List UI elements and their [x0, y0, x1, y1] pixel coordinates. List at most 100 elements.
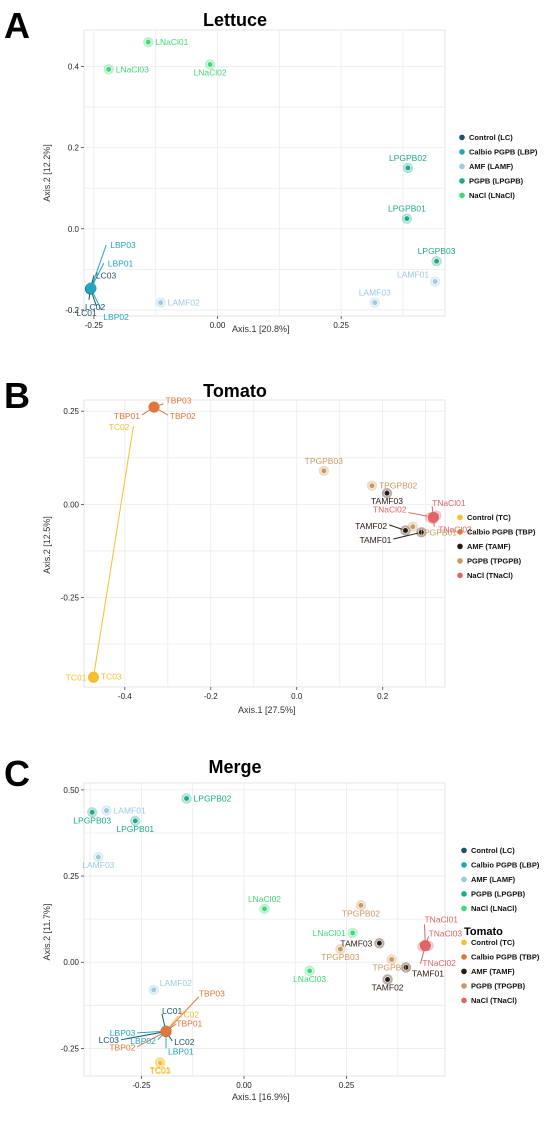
x-tick-label: -0.25 — [132, 1081, 151, 1090]
point-label: LBP02 — [103, 312, 129, 322]
legend-label: Calbio PGPB (LBP) — [471, 861, 540, 870]
series-amf-tamf — [374, 938, 412, 985]
point-label: LPGPB02 — [389, 153, 427, 163]
point-label: LNaCl01 — [155, 37, 188, 47]
legend-label: Calbio PGPB (LBP) — [469, 148, 538, 157]
plot-area — [83, 399, 446, 688]
legend-swatch — [461, 847, 467, 854]
y-axis-label: Axis.2 [11.7%] — [42, 904, 52, 961]
y-axis-label: Axis.2 [12.2%] — [42, 144, 52, 202]
point-label: TPGPB01 — [373, 962, 412, 972]
group-centroid — [419, 940, 431, 952]
point-label: TNaCl03 — [438, 525, 472, 535]
point-label: LPGPB01 — [388, 204, 426, 214]
point-label: LNaCl02 — [194, 67, 227, 77]
data-point — [418, 529, 425, 536]
y-tick-label: 0.4 — [68, 63, 80, 72]
point-label: TBP03 — [199, 989, 225, 999]
point-label: TNaCl01 — [424, 914, 458, 924]
point-label: LPGPB02 — [194, 794, 232, 804]
panel-label-C: C — [4, 753, 30, 794]
point-label: LAMF03 — [359, 288, 391, 298]
x-tick-label: 0.0 — [291, 692, 303, 701]
x-axis-label: Axis.1 [27.5%] — [238, 705, 296, 715]
point-label: TC03 — [101, 672, 122, 682]
point-label: TPGPB03 — [305, 456, 344, 466]
data-point — [388, 956, 395, 963]
series-nacl-lnacl — [259, 903, 358, 977]
point-label: TPGPB01 — [419, 528, 458, 538]
group-centroid — [87, 671, 99, 683]
data-point — [383, 490, 391, 497]
legend-label: AMF (TAMF) — [471, 967, 515, 976]
data-point — [384, 976, 391, 983]
legend-swatch — [457, 529, 463, 535]
series-pgpb-lpgpb — [87, 793, 192, 827]
label-connector — [90, 244, 107, 289]
point-label: TC03 — [150, 1066, 171, 1076]
data-point — [368, 482, 376, 489]
point-label: LC03 — [96, 270, 117, 280]
data-point — [320, 467, 327, 474]
point-label: TNaCl02 — [422, 958, 456, 968]
point-label: TNaCl02 — [373, 505, 407, 515]
point-label: TC01 — [149, 1065, 170, 1075]
legend-label: NaCl (TNaCl) — [471, 996, 517, 1005]
data-point — [402, 527, 409, 534]
point-label: LBP01 — [108, 258, 134, 268]
data-point — [207, 61, 214, 68]
legend-label: AMF (LAMF) — [469, 162, 514, 171]
series-calbio-pgpb-tbp — [148, 401, 160, 413]
point-label: LC01 — [162, 1006, 183, 1016]
point-label: TPGPB03 — [321, 952, 360, 962]
x-tick-label: 0.2 — [377, 692, 389, 701]
point-label: LC03 — [99, 1035, 120, 1045]
legend-label: Control (TC) — [471, 938, 515, 947]
legend-label: PGPB (LPGPB) — [469, 177, 524, 186]
panel-label-A: A — [4, 5, 30, 46]
chart-B: -0.4 -0.2 0.0 0.2 -0.25 0.00 0.25 Tomato Axis.1 … — [42, 381, 536, 715]
data-point — [433, 258, 440, 265]
point-label: LPGPB03 — [73, 815, 111, 825]
panel-label-B: B — [4, 375, 30, 416]
series-nacl-tnacl — [424, 510, 442, 525]
point-label: TBP02 — [170, 411, 196, 421]
plot-area — [83, 782, 446, 1077]
y-tick-label: 0.0 — [68, 225, 80, 234]
legend-label: AMF (TAMF) — [467, 542, 511, 551]
y-tick-label: -0.25 — [61, 594, 80, 603]
x-axis-label: Axis.1 [16.9%] — [232, 1092, 290, 1102]
legend-label: Control (TC) — [467, 513, 511, 522]
label-connector — [165, 996, 200, 1032]
point-label: LNaCl03 — [116, 64, 149, 74]
group-centroid — [85, 282, 97, 294]
point-label: LNaCl02 — [248, 894, 281, 904]
x-tick-label: -0.2 — [204, 692, 218, 701]
legend-label: Control (LC) — [469, 133, 513, 142]
series-nacl-lnacl — [103, 36, 216, 75]
data-point — [349, 929, 356, 937]
legend-title: Tomato — [464, 926, 503, 938]
point-label: TNaCl03 — [429, 928, 463, 938]
data-point — [337, 946, 344, 953]
data-point — [409, 523, 416, 530]
legend-label: Calbio PGPB (TBP) — [467, 528, 536, 537]
point-label: LNaCl03 — [293, 974, 326, 984]
point-label: TBP01 — [114, 411, 140, 421]
legend-swatch — [459, 149, 465, 155]
series-amf-lamf — [93, 805, 159, 996]
chart-title: Merge — [208, 757, 261, 777]
y-tick-label: 0.00 — [63, 500, 79, 509]
point-label: TPGPB02 — [379, 481, 418, 491]
point-label: LC01 — [76, 308, 97, 318]
legend-label: NaCl (LNaCl) — [469, 191, 515, 200]
x-tick-label: -0.25 — [85, 321, 104, 330]
y-tick-label: 0.00 — [63, 958, 79, 967]
legend-swatch — [459, 192, 465, 199]
data-point — [183, 795, 190, 802]
series-amf-lamf — [155, 276, 441, 308]
point-label: LC02 — [85, 302, 106, 312]
legend-label: PGPB (TPGPB) — [467, 557, 522, 566]
legend-swatch — [457, 543, 463, 550]
label-connector — [92, 426, 134, 678]
